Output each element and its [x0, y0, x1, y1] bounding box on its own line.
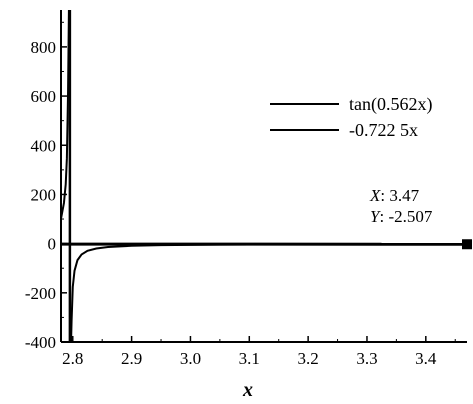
x-tick-label: 3.1 [239, 349, 260, 368]
y-tick-label: -200 [25, 284, 56, 303]
annotation-marker [462, 239, 472, 250]
legend-label-linear: -0.722 5x [349, 120, 418, 140]
annotation-x-value: 3.47 [389, 186, 419, 205]
y-tick-label: -400 [25, 333, 56, 352]
point-annotation: X: 3.47 Y: -2.507 [369, 186, 472, 250]
x-tick-label: 2.9 [121, 349, 142, 368]
series-tan-right-branch [70, 243, 467, 342]
x-tick-label: 3.4 [415, 349, 437, 368]
axes: -400 -200 0 200 400 600 800 2.8 2.9 3.0 3.1 3.2 3.3 3… [25, 10, 467, 368]
y-tick-label: 200 [31, 185, 57, 204]
x-tick-label: 2.8 [62, 349, 83, 368]
series-tan-left-branch [61, 10, 70, 219]
plot-area [61, 10, 467, 342]
annotation-y-label: Y [370, 207, 381, 226]
x-tick-label: 3.2 [298, 349, 319, 368]
legend: tan(0.562x) -0.722 5x [270, 94, 432, 140]
y-tick-label: 0 [48, 235, 57, 254]
annotation-y-value: -2.507 [388, 207, 432, 226]
legend-label-tan: tan(0.562x) [349, 94, 432, 115]
y-tick-label: 600 [31, 87, 57, 106]
annotation-x-label: X [369, 186, 381, 205]
y-tick-label: 400 [31, 136, 57, 155]
y-tick-label: 800 [31, 38, 57, 57]
x-tick-label: 3.3 [356, 349, 377, 368]
x-axis-label: x [242, 379, 253, 401]
annotation-x: X: 3.47 [369, 186, 420, 205]
annotation-y: Y: -2.507 [370, 207, 433, 226]
x-tick-label: 3.0 [180, 349, 201, 368]
